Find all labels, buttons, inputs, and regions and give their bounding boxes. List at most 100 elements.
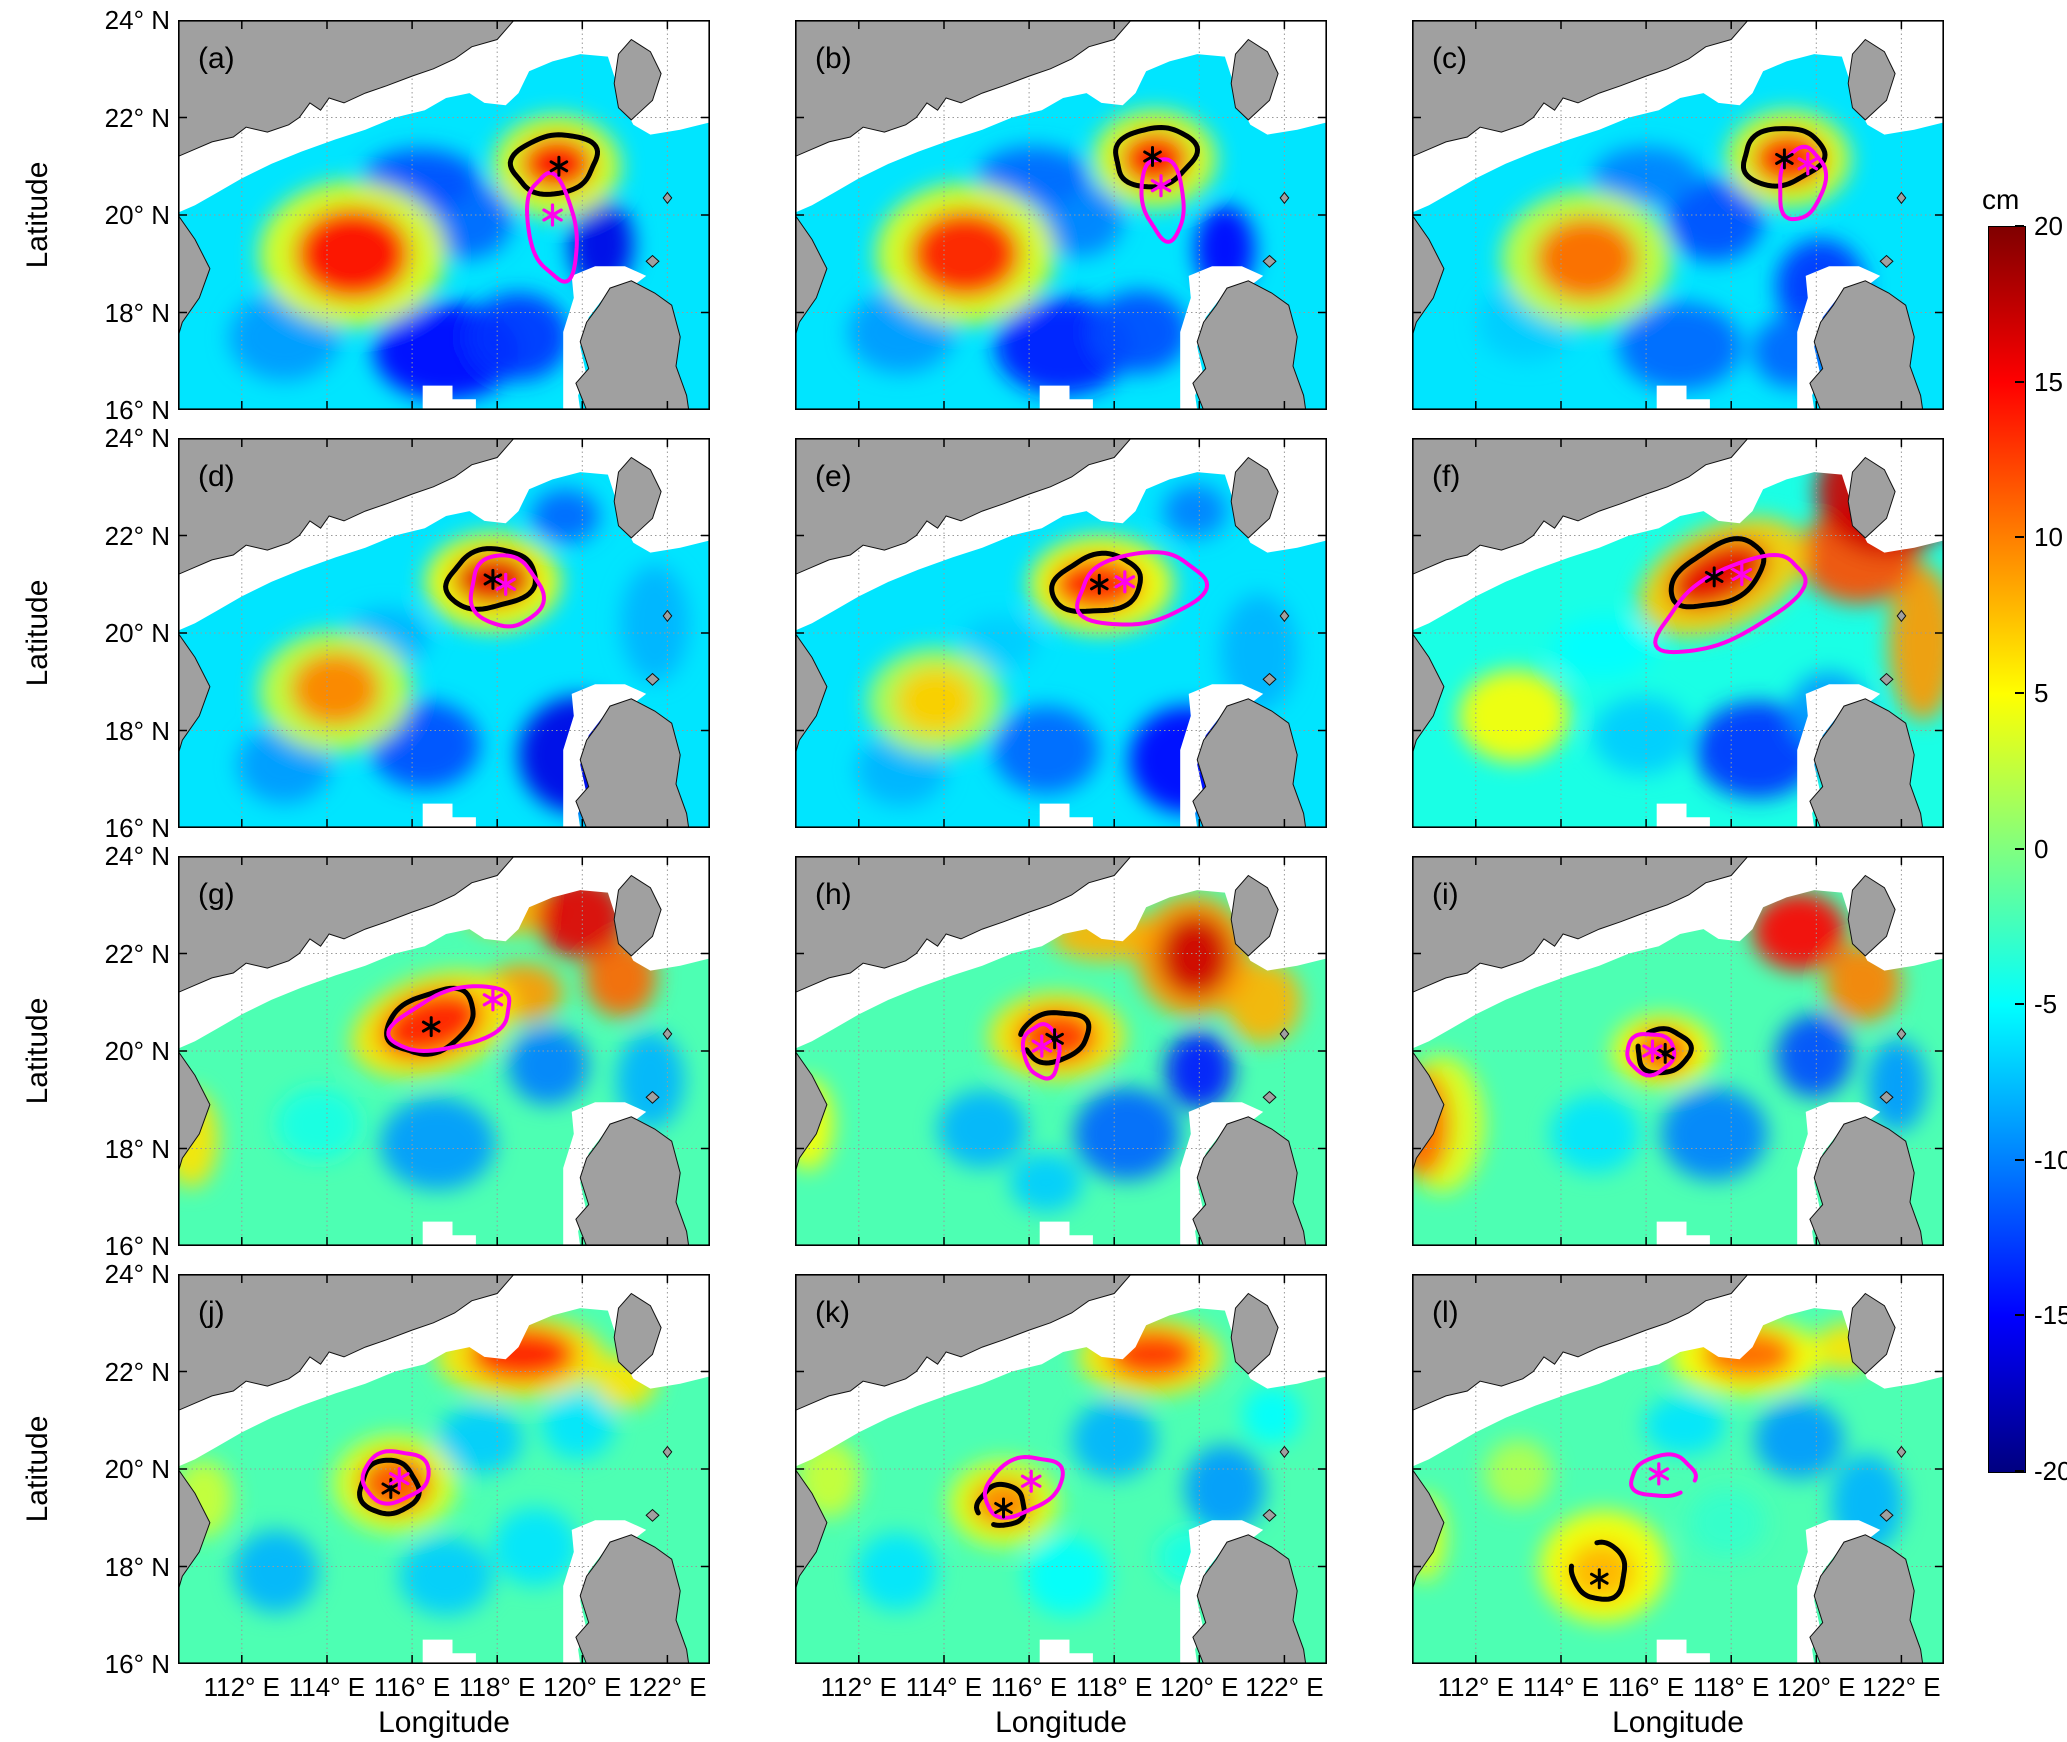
eddy-center-magenta (1031, 1034, 1053, 1058)
eddy-center-black (1090, 573, 1109, 595)
panel-label: (i) (1432, 878, 1459, 911)
eddy-center-magenta (1731, 562, 1753, 587)
panel-label: (e) (815, 460, 852, 493)
land-south-china-coast (795, 20, 1132, 158)
eddy-contour-magenta (1629, 1452, 1698, 1498)
panel-frame (795, 438, 1327, 828)
panel-label: (j) (198, 1296, 225, 1329)
no-data-mask (1039, 385, 1093, 410)
land-luzon (1809, 1116, 1924, 1246)
eddy-contour-magenta (982, 1454, 1065, 1520)
no-data-mask (1039, 1221, 1093, 1246)
no-data-mask (422, 803, 476, 828)
land-luzon (575, 1116, 690, 1246)
panel-label: (d) (198, 460, 235, 493)
land-vietnam-hainan-coast (178, 1468, 211, 1592)
map-panel-c: (c) (1412, 20, 1944, 410)
lon-tick-label: 112° E (203, 1672, 281, 1702)
eddy-contour-black (1668, 536, 1767, 610)
land-luzon (1192, 1116, 1307, 1246)
land-luzon (575, 698, 690, 828)
land-batanes-island (1896, 1445, 1907, 1459)
land-vietnam-hainan-coast (178, 632, 211, 756)
land-taiwan (613, 1292, 662, 1375)
eddy-center-black (1704, 566, 1724, 588)
colorbar-tick-label: 0 (2034, 833, 2049, 864)
lon-tick-label: 112° E (1437, 1672, 1515, 1702)
colorbar-tick-label: -10 (2034, 1144, 2067, 1175)
eddy-contour-magenta (1778, 144, 1829, 222)
land-babuyan-island (645, 1090, 660, 1104)
panel-frame (178, 438, 710, 828)
eddy-contour-magenta (1625, 1032, 1677, 1078)
panel-frame (178, 1274, 710, 1664)
land-taiwan (1230, 874, 1279, 957)
colorbar-tick (2015, 1003, 2024, 1006)
land-south-china-coast (178, 1274, 515, 1412)
eddy-contour-black (507, 132, 601, 197)
colorbar-tick (2015, 847, 2024, 850)
panel-frame (795, 856, 1327, 1246)
land-babuyan-island (1879, 672, 1894, 686)
land-vietnam-hainan-coast (795, 632, 828, 756)
lon-tick-label: 114° E (1522, 1672, 1600, 1702)
land-vietnam-hainan-coast (178, 214, 211, 338)
map-panel-d: (d) (178, 438, 710, 828)
eddy-center-magenta (542, 203, 563, 227)
eddy-center-magenta (1150, 174, 1172, 198)
colorbar-tick-label: 20 (2034, 211, 2063, 241)
land-south-china-coast (795, 856, 1132, 994)
panel-label: (c) (1432, 42, 1467, 75)
land-south-china-coast (1412, 1274, 1749, 1412)
land-babuyan-island (1879, 1508, 1894, 1522)
land-babuyan-island (1262, 254, 1277, 268)
colorbar-title: cm (1982, 184, 2020, 215)
lat-tick-label: 20° N (104, 618, 170, 648)
colorbar-tick (2015, 691, 2024, 694)
lat-tick-label: 22° N (104, 102, 170, 133)
eddy-contour-black (357, 1457, 422, 1517)
land-luzon (1809, 1534, 1924, 1664)
no-data-mask (422, 1639, 476, 1664)
panel-label: (k) (815, 1296, 850, 1329)
lat-tick-label: 16° N (104, 813, 170, 843)
panel-frame (1412, 438, 1944, 828)
land-south-china-coast (1412, 856, 1749, 994)
eddy-contour-black (1113, 124, 1201, 190)
land-batanes-island (1896, 191, 1907, 205)
land-vietnam-hainan-coast (795, 1468, 828, 1592)
land-batanes-island (662, 1027, 673, 1041)
eddy-center-black (1143, 146, 1162, 167)
colorbar-tick (2015, 1158, 2024, 1161)
land-luzon (575, 280, 690, 410)
eddy-contour-magenta (1020, 1022, 1062, 1081)
panel-frame (178, 20, 710, 410)
colorbar-tick (2015, 225, 2024, 227)
land-luzon (1809, 280, 1924, 410)
land-batanes-island (1896, 1027, 1907, 1041)
lon-tick-label: 116° E (990, 1672, 1068, 1702)
lat-tick-label: 20° N (104, 200, 170, 230)
eddy-center-black (483, 568, 503, 590)
lat-tick-label: 22° N (104, 1356, 170, 1387)
lon-tick-label: 120° E (1777, 1672, 1856, 1702)
land-south-china-coast (1412, 438, 1749, 576)
eddy-contour-black (384, 985, 476, 1057)
land-babuyan-island (1262, 1090, 1277, 1104)
no-data-mask (422, 385, 476, 410)
map-panel-e: (e) (795, 438, 1327, 828)
eddy-center-magenta (482, 988, 504, 1012)
eddy-contour-black (1741, 126, 1828, 189)
lat-tick-label: 16° N (104, 395, 170, 425)
no-data-mask (422, 1221, 476, 1246)
land-babuyan-island (645, 1508, 660, 1522)
map-panel-i: (i) (1412, 856, 1944, 1246)
lat-tick-label: 24° N (104, 841, 170, 871)
map-panel-h: (h) (795, 856, 1327, 1246)
eddy-center-black (549, 155, 569, 177)
eddy-contour-magenta (1653, 552, 1808, 655)
land-south-china-coast (1412, 20, 1749, 158)
colorbar-tick (2015, 1314, 2024, 1317)
lon-tick-label: 120° E (543, 1672, 622, 1702)
